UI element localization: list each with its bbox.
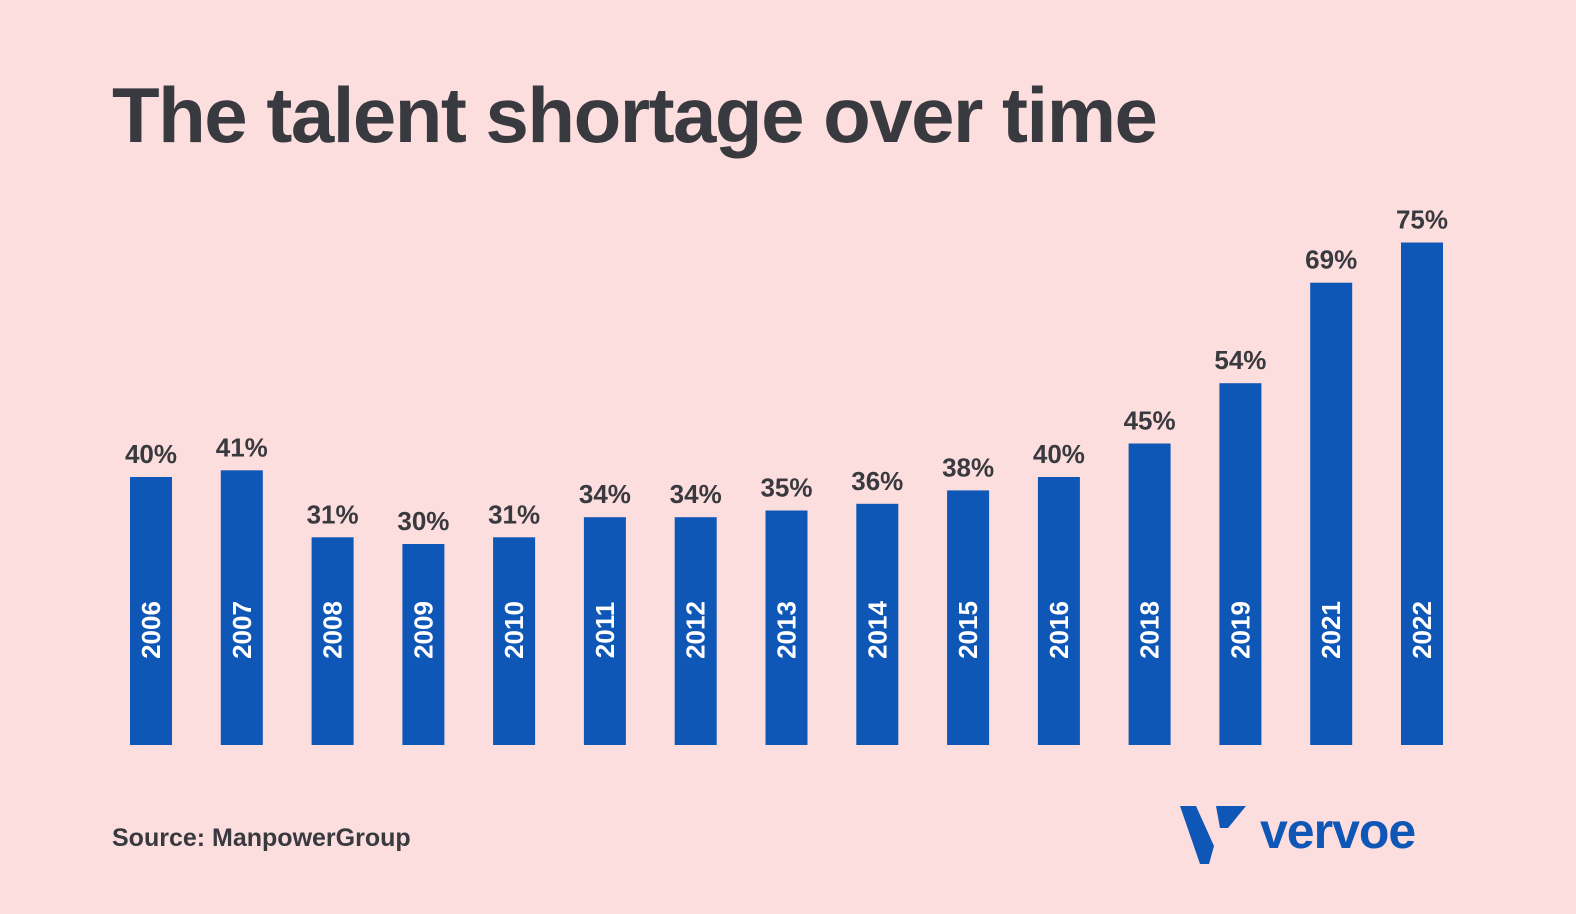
- value-label-2021: 69%: [1305, 245, 1357, 275]
- value-label-2010: 31%: [488, 499, 540, 529]
- value-label-2012: 34%: [670, 479, 722, 509]
- bar-2015: [947, 490, 990, 745]
- category-label-2010: 2010: [499, 601, 529, 659]
- category-label-2018: 2018: [1135, 601, 1165, 659]
- category-label-2014: 2014: [862, 601, 892, 659]
- value-label-2019: 54%: [1214, 345, 1266, 375]
- vervoe-logo-mark-icon-right: [1216, 806, 1246, 828]
- category-label-2009: 2009: [408, 601, 438, 659]
- bar-2009: [402, 544, 445, 745]
- vervoe-logo-mark-icon: [1180, 806, 1214, 864]
- vervoe-logo-text: vervoe: [1260, 806, 1415, 859]
- value-label-2009: 30%: [397, 506, 449, 536]
- category-label-2021: 2021: [1316, 601, 1346, 659]
- bar-2010: [493, 537, 536, 745]
- bar-2007: [220, 470, 263, 745]
- source-note: Source: ManpowerGroup: [112, 824, 411, 852]
- value-label-2014: 36%: [851, 466, 903, 496]
- value-label-2018: 45%: [1124, 406, 1176, 436]
- bar-2006: [130, 477, 172, 745]
- vervoe-logo: vervoe: [1180, 806, 1416, 864]
- value-label-2016: 40%: [1033, 439, 1085, 469]
- category-label-2022: 2022: [1407, 601, 1437, 659]
- bar-2022: [1401, 242, 1443, 745]
- bar-2014: [856, 503, 899, 745]
- category-label-2007: 2007: [227, 601, 257, 659]
- category-label-2006: 2006: [136, 601, 166, 659]
- value-label-2008: 31%: [307, 499, 359, 529]
- bar-2018: [1128, 443, 1171, 745]
- bar-2012: [674, 517, 717, 745]
- chart-title: The talent shortage over time: [112, 71, 1158, 159]
- category-label-2013: 2013: [772, 601, 802, 659]
- value-label-2015: 38%: [942, 452, 994, 482]
- bar-2021: [1310, 282, 1353, 745]
- category-label-2011: 2011: [590, 602, 620, 658]
- bar-2013: [765, 510, 808, 745]
- category-label-2008: 2008: [318, 601, 348, 659]
- bar-2019: [1219, 383, 1262, 745]
- category-label-2016: 2016: [1044, 601, 1074, 659]
- value-label-2006: 40%: [125, 439, 177, 469]
- category-label-2015: 2015: [953, 601, 983, 659]
- value-label-2011: 34%: [579, 479, 631, 509]
- value-label-2022: 75%: [1396, 205, 1448, 235]
- bar-2008: [311, 537, 354, 745]
- bar-2016: [1037, 477, 1080, 745]
- value-label-2013: 35%: [760, 473, 812, 503]
- category-label-2012: 2012: [681, 601, 711, 659]
- category-label-2019: 2019: [1225, 601, 1255, 659]
- bar-2011: [583, 517, 626, 745]
- value-label-2007: 41%: [216, 432, 268, 462]
